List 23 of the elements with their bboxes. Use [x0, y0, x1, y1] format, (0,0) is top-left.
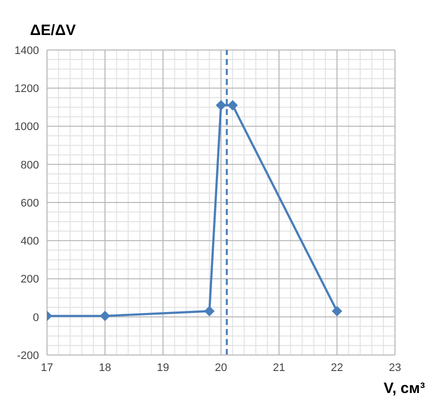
y-tick-label: 800	[20, 159, 39, 172]
y-tick-label: 1400	[14, 44, 39, 57]
point	[332, 306, 342, 316]
y-tick-label: 400	[20, 236, 39, 248]
y-tick-label: 0	[32, 312, 39, 324]
point	[216, 100, 226, 110]
x-tick-label: 20	[214, 362, 228, 374]
y-tick-label: 600	[20, 197, 39, 210]
y-tick-label: 1000	[14, 121, 39, 134]
x-tick-label: 17	[40, 362, 54, 374]
x-tick-label: 19	[156, 362, 170, 374]
x-axis-title: V, см³	[384, 380, 425, 397]
y-tick-label: -200	[16, 350, 39, 362]
point	[100, 310, 110, 321]
x-tick-label: 21	[272, 362, 286, 374]
y-axis-title: ΔE/ΔV	[30, 22, 76, 39]
x-tick-label: 23	[388, 362, 402, 374]
point	[228, 100, 238, 110]
y-tick-label: 200	[20, 274, 39, 286]
x-tick-label: 22	[330, 362, 344, 374]
point	[204, 306, 214, 316]
y-tick-label: 1200	[14, 83, 39, 96]
x-tick-label: 18	[98, 362, 112, 374]
